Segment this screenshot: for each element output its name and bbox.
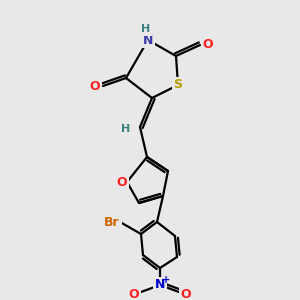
Text: -: - <box>136 296 140 300</box>
Text: O: O <box>129 287 139 300</box>
Text: N: N <box>155 278 165 292</box>
Text: O: O <box>181 287 191 300</box>
Text: +: + <box>162 275 170 285</box>
Text: O: O <box>117 176 127 188</box>
Text: N: N <box>143 34 153 46</box>
Text: S: S <box>173 79 182 92</box>
Text: O: O <box>203 38 213 52</box>
Text: H: H <box>122 124 130 134</box>
Text: O: O <box>90 80 100 92</box>
Text: Br: Br <box>104 215 120 229</box>
Text: H: H <box>141 24 151 34</box>
